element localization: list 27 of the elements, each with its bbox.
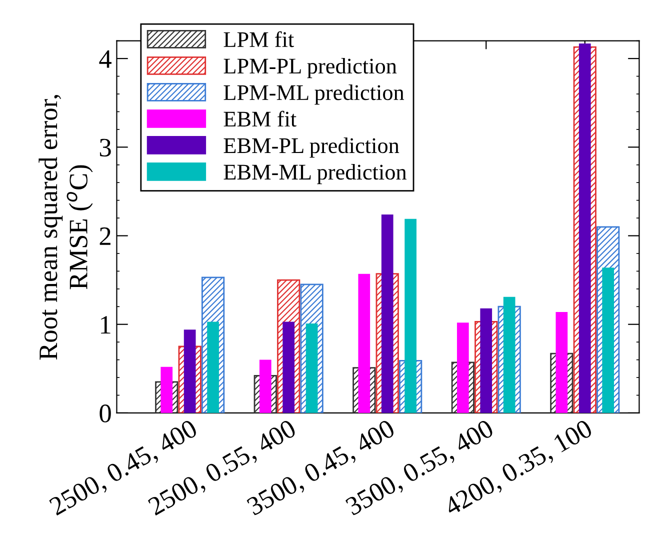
- y-tick-label: 0: [100, 404, 111, 422]
- bar: [282, 322, 295, 413]
- y-tick-label: 1: [101, 316, 110, 334]
- legend-label: EBM-ML prediction: [224, 164, 407, 184]
- bar: [456, 322, 469, 413]
- bar: [578, 43, 591, 413]
- bar: [358, 274, 370, 413]
- legend-label: LPM-ML prediction: [224, 84, 404, 105]
- bar: [259, 360, 272, 413]
- y-tick-label: 3: [100, 138, 111, 157]
- bar: [207, 322, 219, 413]
- legend-label: EBM-PL prediction: [224, 138, 400, 158]
- y-tick-label: 2: [100, 227, 110, 245]
- bar: [306, 323, 318, 413]
- bar: [556, 312, 568, 413]
- bar: [602, 268, 614, 413]
- legend-label: EBM fit: [224, 110, 296, 127]
- legend-label: LPM fit: [224, 31, 294, 48]
- y-tick-label: 4: [99, 50, 112, 68]
- y-axis-title: Root mean squared error, RMSE ($^{o}$C): [38, 94, 93, 360]
- bar: [404, 218, 416, 413]
- bar: [160, 366, 173, 413]
- bar: [480, 308, 492, 413]
- bar: [503, 296, 516, 413]
- legend-label: LPM-PL prediction: [224, 58, 397, 78]
- bar: [381, 214, 394, 413]
- bar: [184, 330, 196, 413]
